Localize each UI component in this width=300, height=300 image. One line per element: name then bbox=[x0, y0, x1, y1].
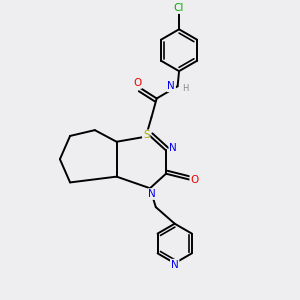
Text: Cl: Cl bbox=[174, 3, 184, 13]
Text: N: N bbox=[169, 142, 177, 153]
Text: N: N bbox=[171, 260, 178, 270]
Text: N: N bbox=[148, 189, 156, 199]
Text: O: O bbox=[190, 175, 199, 184]
Text: S: S bbox=[143, 130, 149, 140]
Text: O: O bbox=[133, 78, 141, 88]
Text: N: N bbox=[167, 81, 175, 91]
Text: H: H bbox=[183, 84, 189, 93]
